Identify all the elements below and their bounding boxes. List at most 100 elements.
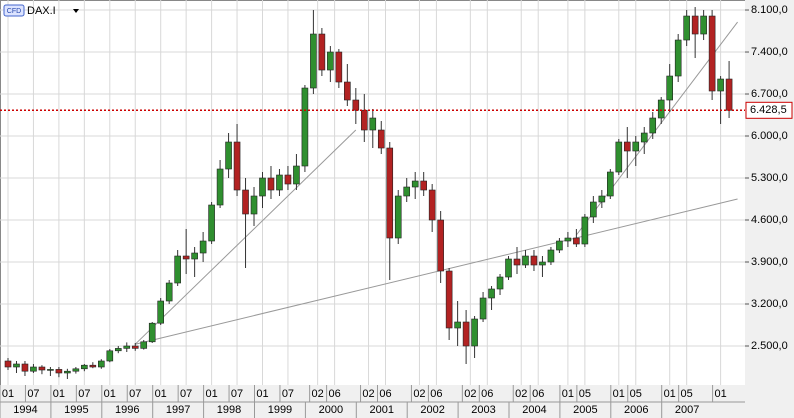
trendline xyxy=(135,198,738,345)
y-tick-label: 6.000,0 xyxy=(751,130,788,142)
candle-body xyxy=(394,195,402,239)
candle-body xyxy=(208,204,215,242)
candle-body xyxy=(55,369,63,374)
year-label: 2007 xyxy=(675,404,699,416)
x-tick-label: 01 xyxy=(205,388,217,400)
candle-body xyxy=(725,78,733,111)
symbol-dropdown[interactable] xyxy=(73,9,79,13)
value-axis-bg xyxy=(745,0,794,418)
year-label: 1999 xyxy=(268,404,292,416)
y-tick-label: 8.100,0 xyxy=(751,4,788,16)
candle-body xyxy=(148,322,156,343)
x-tick-label: 02 xyxy=(312,388,324,400)
year-label: 2006 xyxy=(624,404,648,416)
candle-body xyxy=(233,141,241,191)
candle-body xyxy=(640,132,648,143)
candle-body xyxy=(530,255,538,266)
last-price-box xyxy=(745,101,793,119)
candle-body xyxy=(386,147,394,239)
candle-body xyxy=(199,240,207,254)
x-tick-label: 02 xyxy=(464,388,476,400)
candle-body xyxy=(106,350,114,362)
candle-body xyxy=(81,364,88,370)
year-label: 2003 xyxy=(471,404,495,416)
candle-body xyxy=(615,141,623,173)
candle-body xyxy=(267,177,275,191)
candle-body xyxy=(38,366,46,371)
candle-body xyxy=(123,345,131,349)
candle-body xyxy=(301,87,309,167)
x-tick-label: 07 xyxy=(129,388,141,400)
candle-body xyxy=(64,370,71,374)
candle-body xyxy=(21,363,29,372)
candle-body xyxy=(47,369,54,371)
year-label: 2000 xyxy=(319,404,343,416)
x-tick-label: 05 xyxy=(630,388,642,400)
candle-body xyxy=(632,141,640,152)
candle-body xyxy=(140,341,148,349)
candle-body xyxy=(462,321,470,347)
last-price-label: 6.428,5 xyxy=(750,104,787,116)
candle-body xyxy=(403,186,411,197)
candle-body xyxy=(242,189,249,215)
symbol-badge-box[interactable] xyxy=(3,4,25,17)
candle-body xyxy=(335,51,343,83)
y-tick-label: 5.300,0 xyxy=(751,172,788,184)
candle-body xyxy=(72,368,80,372)
x-tick-label: 01 xyxy=(53,388,65,400)
x-tick-label: 01 xyxy=(562,388,574,400)
candle-body xyxy=(191,252,198,260)
candle-body xyxy=(717,78,724,92)
candle-body xyxy=(522,255,529,266)
candle-body xyxy=(420,180,427,191)
candle-body xyxy=(488,288,495,299)
candle-body xyxy=(259,177,266,197)
x-tick-label: 06 xyxy=(379,388,391,400)
candle-body xyxy=(581,216,589,245)
candle-body xyxy=(479,297,487,320)
candle-body xyxy=(114,348,122,352)
candle-body xyxy=(674,39,682,77)
candle-body xyxy=(657,99,665,119)
symbol-badge[interactable]: CFD xyxy=(7,8,21,15)
x-tick-label: 02 xyxy=(515,388,527,400)
x-tick-label: 01 xyxy=(664,388,676,400)
candle-body xyxy=(369,117,377,131)
candle-body xyxy=(250,195,258,215)
candle-body xyxy=(573,237,580,245)
candle-body xyxy=(708,15,716,92)
candle-body xyxy=(4,360,12,368)
year-label: 1997 xyxy=(166,404,190,416)
candle-body xyxy=(276,174,283,191)
y-tick-label: 3.900,0 xyxy=(751,256,788,268)
y-tick-label: 6.700,0 xyxy=(751,88,788,100)
candle-body xyxy=(471,318,478,347)
year-label: 2005 xyxy=(573,404,597,416)
candle-body xyxy=(590,201,597,218)
candle-body xyxy=(131,345,139,349)
candle-body xyxy=(666,75,674,101)
candle-body xyxy=(182,255,190,260)
x-tick-label: 02 xyxy=(413,388,425,400)
candle-body xyxy=(513,258,521,266)
x-tick-label: 07 xyxy=(27,388,39,400)
candle-body xyxy=(496,276,504,290)
x-tick-label: 07 xyxy=(282,388,294,400)
y-tick-label: 4.600,0 xyxy=(751,214,788,226)
x-tick-label: 01 xyxy=(714,388,726,400)
candle-body xyxy=(284,174,292,185)
symbol[interactable]: DAX.I xyxy=(27,5,56,17)
candle-body xyxy=(623,141,631,152)
candle-body xyxy=(454,321,461,329)
x-tick-label: 07 xyxy=(180,388,192,400)
candle-body xyxy=(30,366,37,372)
year-label: 1996 xyxy=(115,404,139,416)
year-label: 1998 xyxy=(217,404,241,416)
x-tick-label: 01 xyxy=(2,388,14,400)
candle-body xyxy=(428,189,436,221)
candle-body xyxy=(344,81,351,101)
x-tick-label: 01 xyxy=(155,388,167,400)
x-tick-label: 01 xyxy=(104,388,116,400)
x-tick-label: 06 xyxy=(532,388,544,400)
candle-body xyxy=(547,249,555,263)
